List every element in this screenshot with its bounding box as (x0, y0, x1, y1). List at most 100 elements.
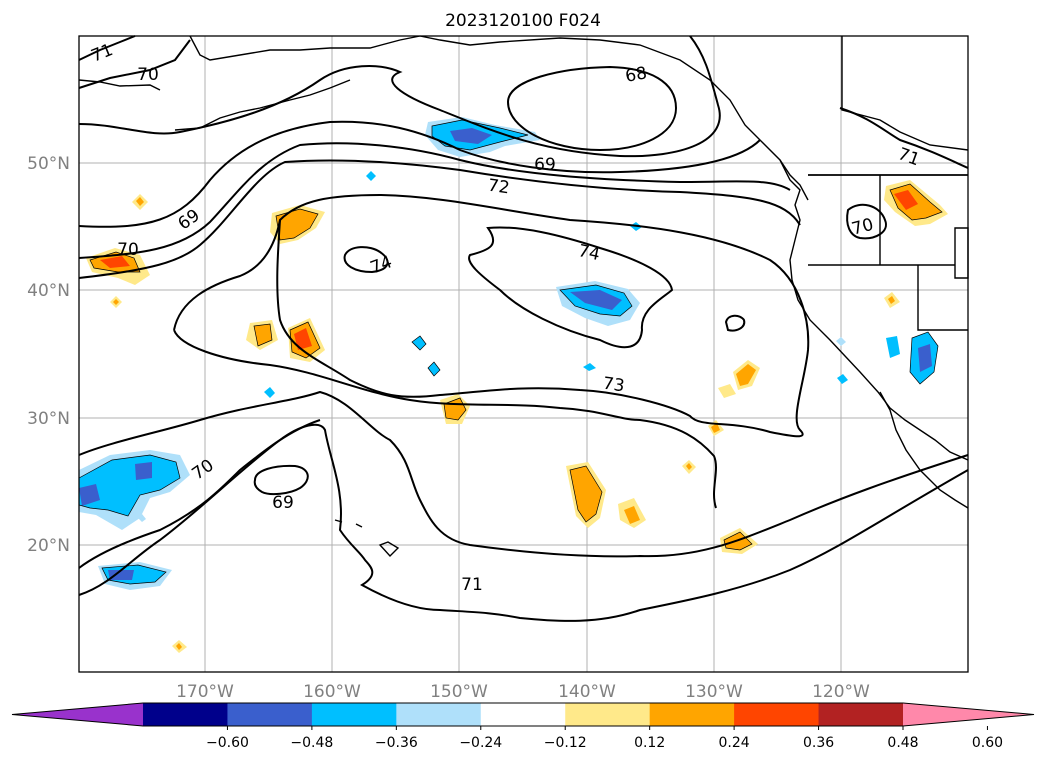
contour-70-mid (78, 142, 791, 259)
pos-patch-9-core (736, 364, 756, 386)
contour-72 (78, 159, 801, 279)
outline-2 (289, 321, 321, 359)
longitude-labels: 170°W 160°W 150°W 140°W 130°W 120°W (176, 682, 870, 702)
coast-alaska-south (419, 35, 809, 201)
latitude-labels: 50°N 40°N 30°N 20°N (27, 154, 70, 556)
outline-13 (89, 251, 141, 273)
colorbar-segment (480, 703, 566, 726)
contour-70-south (78, 423, 969, 622)
contour-label-70-nw: 70 (137, 65, 159, 85)
colorbar-tick-label: −0.24 (459, 735, 502, 751)
colorbar-extend-low (12, 703, 143, 726)
pos-dot-1-core (136, 197, 144, 206)
lat-label-20n: 20°N (27, 536, 70, 556)
contour-71-south (78, 419, 321, 569)
coastlines (78, 35, 969, 558)
lat-label-30n: 30°N (27, 409, 70, 429)
colorbar-tick-label: −0.36 (375, 735, 418, 751)
neg-patch-sw-core (79, 455, 180, 516)
contour-71-nw (78, 35, 136, 61)
neg-patch-south-deep (108, 570, 134, 580)
neg-patch-sw-deep1 (79, 484, 100, 506)
pos-patch-12-core (686, 463, 692, 470)
neg-dot-1 (411, 335, 427, 351)
contour-lines (78, 35, 969, 622)
pos-patch-2-red (100, 256, 130, 268)
contour-label-71-s: 71 (461, 575, 483, 595)
colorbar-tick-label: 0.48 (887, 735, 918, 751)
pos-patch-10 (718, 384, 736, 398)
neg-dot-6 (583, 363, 596, 371)
contour-label-69-s: 69 (272, 493, 294, 513)
positive-anomaly-patches (86, 180, 948, 653)
pos-patch-7-core (624, 506, 640, 524)
pos-patch-13-red (894, 190, 918, 210)
coast-aleutians (78, 79, 351, 131)
lon-label-130w: 130°W (685, 682, 743, 702)
colorbar: −0.60 −0.48 −0.36 −0.24 −0.12 0.12 0.24 0.36 0.4… (11, 702, 1035, 751)
colorbar-segment (143, 703, 228, 726)
neg-patch-gulf-alaska-deep (450, 128, 492, 144)
neg-patch-coast-deep (918, 344, 932, 372)
pos-dot-2-core (113, 299, 119, 305)
colorbar-outline (11, 702, 1035, 727)
contour-71-east (839, 107, 969, 169)
coast-hawaii (334, 519, 400, 558)
pos-patch-6-core (570, 466, 602, 522)
outline-10 (78, 454, 181, 517)
outline-12 (909, 331, 939, 385)
colorbar-segment (396, 703, 482, 726)
outline-3 (253, 323, 273, 347)
colorbar-segment (734, 703, 820, 726)
colorbar-extend-high (903, 703, 1034, 726)
pos-patch-11-core (711, 423, 720, 433)
colorbar-segment (311, 703, 397, 726)
border-bc-interior (841, 36, 969, 151)
neg-dot-9 (138, 514, 146, 522)
lon-label-120w: 120°W (812, 682, 870, 702)
pos-patch-1-core (276, 209, 318, 240)
colorbar-segment (565, 703, 651, 726)
colorbar-segment (818, 703, 904, 726)
pos-patch-3-core (254, 324, 272, 346)
contour-74-outer (276, 193, 810, 438)
contour-73 (173, 219, 717, 509)
outline-4 (443, 397, 467, 421)
lon-label-170w: 170°W (176, 682, 234, 702)
contour-label-69: 69 (534, 155, 556, 175)
contour-71-lower (78, 390, 969, 558)
contour-label-73: 73 (602, 374, 626, 397)
coast-baja (879, 391, 969, 509)
neg-dot-3 (264, 387, 275, 398)
neg-dot-2 (427, 361, 441, 377)
graticule (79, 36, 968, 672)
contour-label-72: 72 (487, 176, 511, 199)
neg-dot-8 (836, 337, 846, 346)
colorbar-tick-label: −0.12 (544, 735, 587, 751)
colorbar-tick-label: 0.36 (803, 735, 834, 751)
outline-5 (569, 465, 603, 523)
coast-bc-west (779, 159, 969, 461)
figure-title: 2023120100 F024 (445, 11, 601, 31)
coast-alaska (189, 35, 421, 61)
pos-patch-14-core (888, 296, 895, 304)
colorbar-tick-label: 0.24 (719, 735, 750, 751)
pos-dot-3-core (176, 643, 182, 650)
lon-label-160w: 160°W (303, 682, 361, 702)
contour-label-68: 68 (624, 63, 649, 86)
contour-69-south (253, 464, 309, 496)
outline-8 (559, 284, 633, 317)
neg-patch-sw-deep2 (135, 462, 152, 480)
colorbar-tick-label: −0.48 (290, 735, 333, 751)
contour-label-74-a: 74 (576, 241, 601, 265)
lat-label-50n: 50°N (27, 154, 70, 174)
contour-74-inner (468, 226, 674, 349)
lon-label-140w: 140°W (558, 682, 616, 702)
neg-patch-coast2 (886, 336, 900, 358)
outline-6 (723, 531, 753, 551)
map-panel: 71 70 68 69 72 74 74 70 69 71 70 73 70 6… (78, 35, 969, 673)
contour-68 (506, 65, 678, 152)
neg-dot-7 (837, 374, 848, 384)
neg-patch-central-deep (570, 290, 622, 310)
neg-dot-4 (366, 171, 376, 181)
